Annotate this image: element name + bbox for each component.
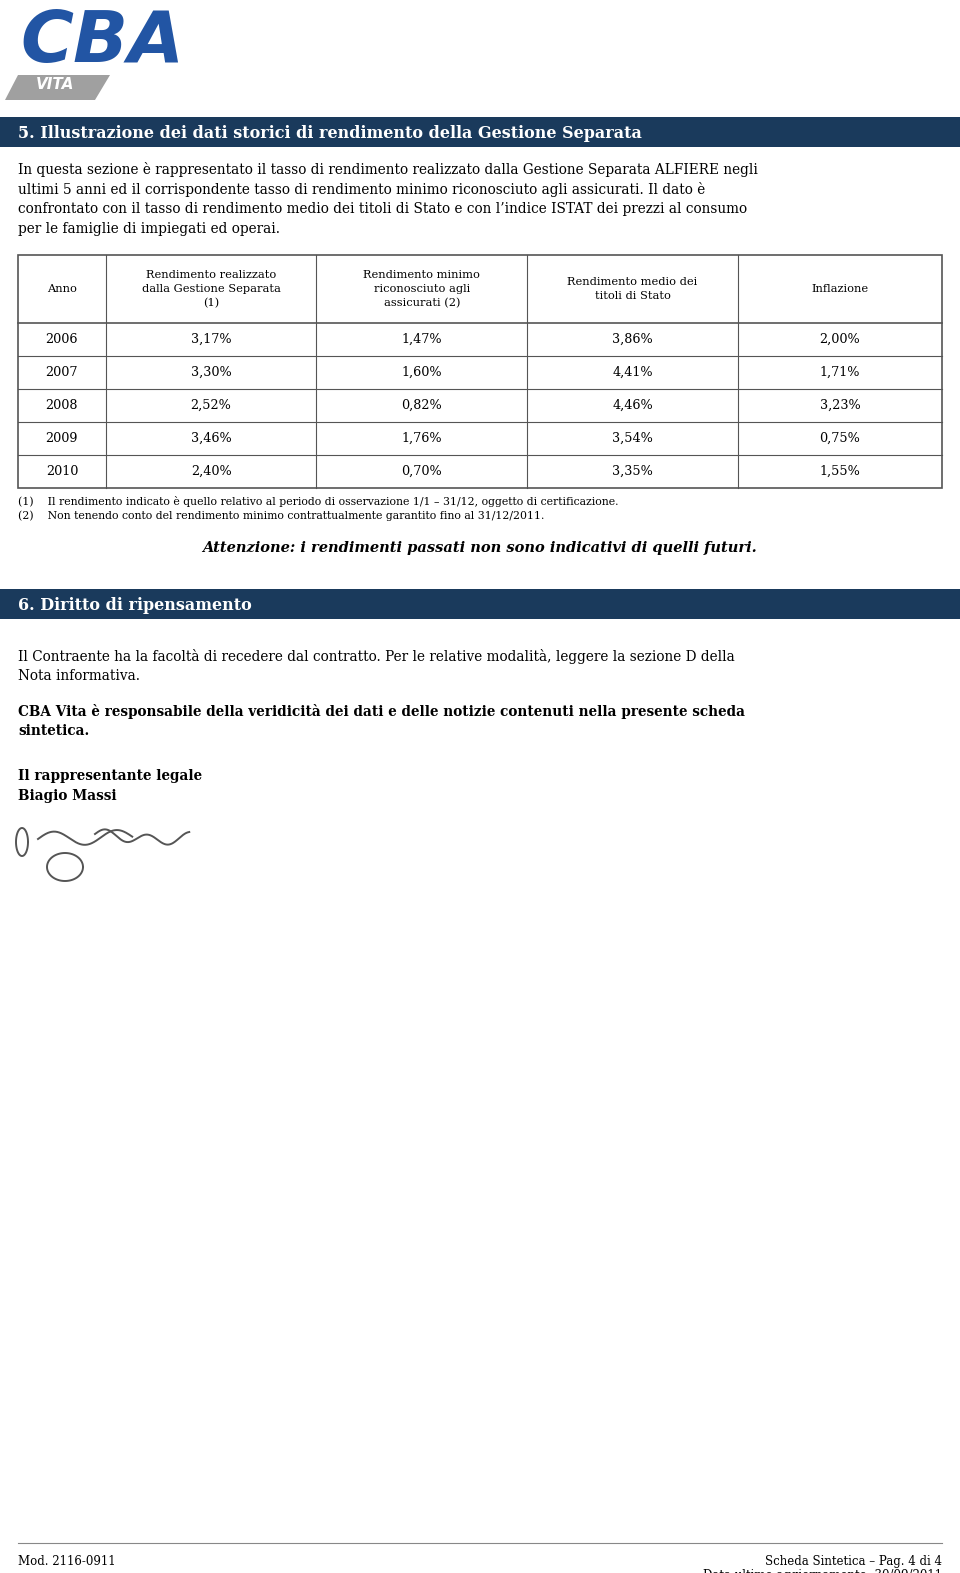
Text: 2,40%: 2,40% <box>191 466 231 478</box>
Bar <box>18 255 942 488</box>
Text: 2,52%: 2,52% <box>191 400 231 412</box>
Text: Rendimento realizzato
dalla Gestione Separata
(1): Rendimento realizzato dalla Gestione Sep… <box>142 271 280 308</box>
Text: sintetica.: sintetica. <box>18 724 89 738</box>
Text: per le famiglie di impiegati ed operai.: per le famiglie di impiegati ed operai. <box>18 222 280 236</box>
Text: 3,54%: 3,54% <box>612 433 653 445</box>
Text: 1,60%: 1,60% <box>401 367 443 379</box>
Text: 3,46%: 3,46% <box>191 433 231 445</box>
Bar <box>0 588 960 620</box>
Text: 4,46%: 4,46% <box>612 400 653 412</box>
Text: 2007: 2007 <box>46 367 78 379</box>
Text: 2008: 2008 <box>46 400 78 412</box>
Text: Rendimento medio dei
titoli di Stato: Rendimento medio dei titoli di Stato <box>567 277 698 300</box>
Text: Inflazione: Inflazione <box>811 285 869 294</box>
Text: CBA Vita è responsabile della veridicità dei dati e delle notizie contenuti nell: CBA Vita è responsabile della veridicità… <box>18 705 745 719</box>
Text: 1,47%: 1,47% <box>401 333 443 346</box>
Text: 4,41%: 4,41% <box>612 367 653 379</box>
Text: Biagio Massi: Biagio Massi <box>18 790 116 802</box>
Text: 0,82%: 0,82% <box>401 400 443 412</box>
Bar <box>0 116 960 146</box>
Text: 2009: 2009 <box>46 433 78 445</box>
Text: 2010: 2010 <box>46 466 78 478</box>
Polygon shape <box>5 76 110 101</box>
Text: 3,17%: 3,17% <box>191 333 231 346</box>
Text: 3,23%: 3,23% <box>820 400 860 412</box>
Text: 1,55%: 1,55% <box>820 466 860 478</box>
Text: 5. Illustrazione dei dati storici di rendimento della Gestione Separata: 5. Illustrazione dei dati storici di ren… <box>18 124 642 142</box>
Text: 0,70%: 0,70% <box>401 466 443 478</box>
Text: Mod. 2116-0911: Mod. 2116-0911 <box>18 1556 115 1568</box>
Text: Anno: Anno <box>47 285 77 294</box>
Text: confrontato con il tasso di rendimento medio dei titoli di Stato e con l’indice : confrontato con il tasso di rendimento m… <box>18 201 747 216</box>
Text: CBA: CBA <box>20 8 184 77</box>
Text: Data ultimo aggiornamento: 30/09/2011: Data ultimo aggiornamento: 30/09/2011 <box>703 1568 942 1573</box>
Text: 2,00%: 2,00% <box>820 333 860 346</box>
Text: 1,76%: 1,76% <box>401 433 443 445</box>
Text: (2)    Non tenendo conto del rendimento minimo contrattualmente garantito fino a: (2) Non tenendo conto del rendimento min… <box>18 510 544 521</box>
Text: Attenzione: i rendimenti passati non sono indicativi di quelli futuri.: Attenzione: i rendimenti passati non son… <box>203 541 757 555</box>
Text: VITA: VITA <box>36 77 74 91</box>
Text: 0,75%: 0,75% <box>820 433 860 445</box>
Text: ultimi 5 anni ed il corrispondente tasso di rendimento minimo riconosciuto agli : ultimi 5 anni ed il corrispondente tasso… <box>18 182 706 197</box>
Text: Nota informativa.: Nota informativa. <box>18 669 140 683</box>
Text: In questa sezione è rappresentato il tasso di rendimento realizzato dalla Gestio: In questa sezione è rappresentato il tas… <box>18 162 757 178</box>
Text: 3,86%: 3,86% <box>612 333 653 346</box>
Text: 3,30%: 3,30% <box>191 367 231 379</box>
Text: Scheda Sintetica – Pag. 4 di 4: Scheda Sintetica – Pag. 4 di 4 <box>765 1556 942 1568</box>
Text: (1)    Il rendimento indicato è quello relativo al periodo di osservazione 1/1 –: (1) Il rendimento indicato è quello rela… <box>18 495 618 507</box>
Text: Il Contraente ha la facoltà di recedere dal contratto. Per le relative modalità,: Il Contraente ha la facoltà di recedere … <box>18 650 734 664</box>
Text: Il rappresentante legale: Il rappresentante legale <box>18 769 203 783</box>
Text: 1,71%: 1,71% <box>820 367 860 379</box>
Text: 2006: 2006 <box>46 333 78 346</box>
Text: Rendimento minimo
riconosciuto agli
assicurati (2): Rendimento minimo riconosciuto agli assi… <box>363 271 480 308</box>
Text: 6. Diritto di ripensamento: 6. Diritto di ripensamento <box>18 596 252 613</box>
Text: 3,35%: 3,35% <box>612 466 653 478</box>
